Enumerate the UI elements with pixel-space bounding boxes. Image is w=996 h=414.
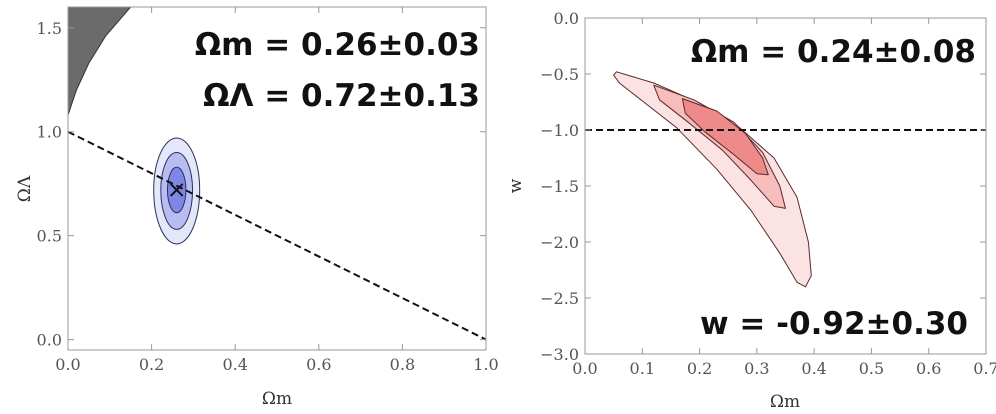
left-x-tick-label: 0.4 [222, 355, 247, 374]
right-plot-area [585, 71, 986, 288]
left-y-tick-label: 1.0 [37, 123, 62, 142]
right-y-axis-label: w [506, 178, 526, 193]
excluded-region [68, 7, 132, 116]
right-y-tick-label: −1.0 [540, 121, 579, 140]
left-x-tick-label: 0.0 [55, 355, 80, 374]
right-x-tick-label: 0.3 [744, 359, 769, 378]
right-x-tick-label: 0.2 [687, 359, 712, 378]
left-plot-frame [67, 6, 487, 351]
left-x-tick-label: 0.8 [390, 355, 415, 374]
right-annotation-w: w = -0.92±0.30 [700, 306, 968, 342]
right-x-tick-label: 0.7 [973, 359, 996, 378]
left-x-tick-label: 0.6 [306, 355, 331, 374]
best-fit-marker [169, 183, 184, 197]
contour-2sigma [653, 84, 786, 209]
contour-3sigma [613, 71, 812, 288]
right-axis-ticks: 0.0 0.1 0.2 0.3 0.4 0.5 0.6 0.7 0.0 −0.5 −1.0 −1.5 −… [540, 9, 996, 378]
right-x-tick-label: 0.4 [801, 359, 826, 378]
left-annotation-omega-m: Ωm = 0.26±0.03 [195, 27, 480, 63]
left-annotation-omega-lambda: ΩΛ = 0.72±0.13 [203, 78, 480, 114]
right-panel: 0.0 0.1 0.2 0.3 0.4 0.5 0.6 0.7 0.0 −0.5 −1.0 −1.5 −… [506, 9, 996, 412]
right-y-tick-label: −2.5 [540, 289, 579, 308]
right-y-tick-label: −2.0 [540, 233, 579, 252]
right-y-tick-label: −1.5 [540, 177, 579, 196]
right-x-tick-label: 0.6 [916, 359, 941, 378]
left-y-axis-label: ΩΛ [15, 175, 35, 202]
right-y-tick-label: −0.5 [540, 65, 579, 84]
left-y-tick-label: 0.0 [37, 331, 62, 350]
left-panel: 0.0 0.2 0.4 0.6 0.8 1.0 0.0 0.5 1.0 1.5 Ωm ΩΛ Ωm … [15, 6, 499, 409]
left-x-tick-label: 1.0 [473, 355, 498, 374]
right-y-tick-label: 0.0 [554, 9, 579, 28]
right-x-tick-label: 0.1 [630, 359, 655, 378]
right-y-tick-label: −3.0 [540, 345, 579, 364]
left-axis-ticks: 0.0 0.2 0.4 0.6 0.8 1.0 0.0 0.5 1.0 1.5 [37, 7, 499, 374]
left-x-axis-label: Ωm [262, 389, 292, 409]
right-annotation-omega-m: Ωm = 0.24±0.08 [691, 34, 976, 70]
left-y-tick-label: 0.5 [37, 227, 62, 246]
right-x-tick-label: 0.0 [572, 359, 597, 378]
contour-1sigma [681, 98, 769, 176]
flat-universe-line [68, 130, 486, 341]
right-x-tick-label: 0.5 [859, 359, 884, 378]
right-x-axis-label: Ωm [770, 392, 800, 412]
left-y-tick-label: 1.5 [37, 19, 62, 38]
left-x-tick-label: 0.2 [139, 355, 164, 374]
left-plot-area [68, 7, 486, 341]
